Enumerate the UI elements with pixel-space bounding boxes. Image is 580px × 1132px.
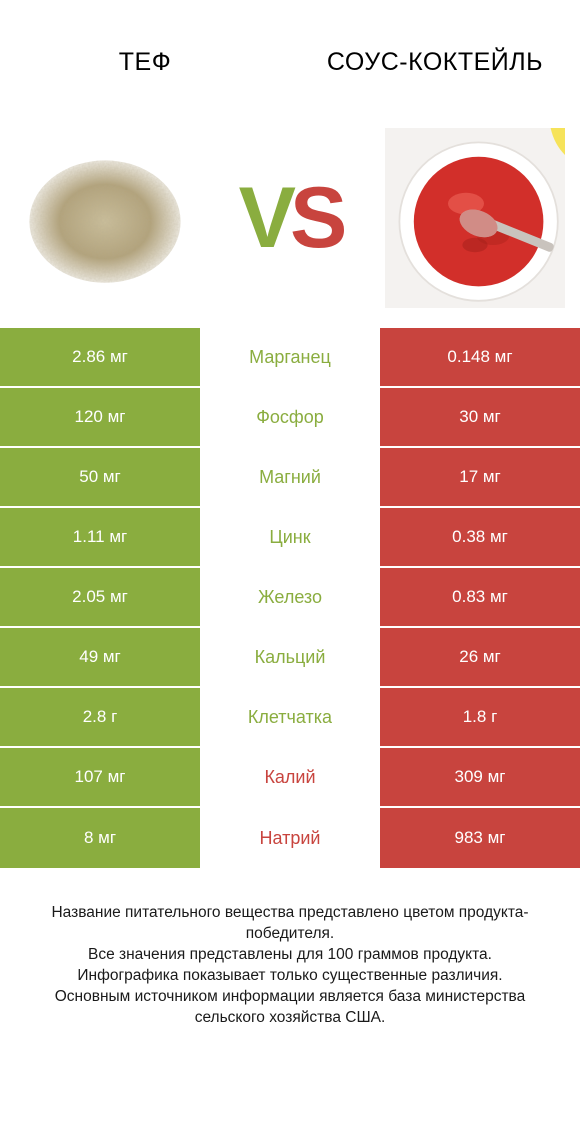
right-product-title: СОУС-КОКТЕЙЛЬ: [290, 18, 580, 108]
table-row: 2.8 гКлетчатка1.8 г: [0, 688, 580, 748]
left-value: 1.11 мг: [0, 508, 200, 566]
nutrient-label: Натрий: [200, 808, 380, 868]
nutrient-label: Клетчатка: [200, 688, 380, 746]
right-value: 983 мг: [380, 808, 580, 868]
vs-v: V: [239, 169, 290, 268]
table-row: 2.86 мгМарганец0.148 мг: [0, 328, 580, 388]
left-value: 2.86 мг: [0, 328, 200, 386]
left-value: 2.8 г: [0, 688, 200, 746]
vs-label: VS: [239, 169, 342, 268]
right-value: 309 мг: [380, 748, 580, 806]
table-row: 120 мгФосфор30 мг: [0, 388, 580, 448]
left-product-title: ТЕФ: [0, 18, 290, 108]
footer-line: Инфографика показывает только существенн…: [20, 966, 560, 987]
left-value: 50 мг: [0, 448, 200, 506]
nutrient-label: Марганец: [200, 328, 380, 386]
table-row: 50 мгМагний17 мг: [0, 448, 580, 508]
right-value: 30 мг: [380, 388, 580, 446]
comparison-table: 2.86 мгМарганец0.148 мг120 мгФосфор30 мг…: [0, 328, 580, 868]
nutrient-label: Калий: [200, 748, 380, 806]
nutrient-label: Магний: [200, 448, 380, 506]
vs-s: S: [290, 169, 341, 268]
nutrient-label: Кальций: [200, 628, 380, 686]
left-value: 107 мг: [0, 748, 200, 806]
footer-notes: Название питательного вещества представл…: [0, 868, 580, 1029]
table-row: 49 мгКальций26 мг: [0, 628, 580, 688]
footer-line: Все значения представлены для 100 граммо…: [20, 945, 560, 966]
table-row: 8 мгНатрий983 мг: [0, 808, 580, 868]
footer-line: Основным источником информации является …: [20, 987, 560, 1029]
right-value: 1.8 г: [380, 688, 580, 746]
nutrient-label: Железо: [200, 568, 380, 626]
nutrient-label: Цинк: [200, 508, 380, 566]
right-value: 0.38 мг: [380, 508, 580, 566]
right-value: 17 мг: [380, 448, 580, 506]
right-product-image: [380, 123, 570, 313]
right-value: 0.148 мг: [380, 328, 580, 386]
nutrient-label: Фосфор: [200, 388, 380, 446]
left-value: 120 мг: [0, 388, 200, 446]
right-value: 26 мг: [380, 628, 580, 686]
right-value: 0.83 мг: [380, 568, 580, 626]
left-value: 2.05 мг: [0, 568, 200, 626]
table-row: 2.05 мгЖелезо0.83 мг: [0, 568, 580, 628]
left-product-image: [10, 123, 200, 313]
left-value: 49 мг: [0, 628, 200, 686]
table-row: 1.11 мгЦинк0.38 мг: [0, 508, 580, 568]
left-value: 8 мг: [0, 808, 200, 868]
footer-line: Название питательного вещества представл…: [20, 903, 560, 945]
table-row: 107 мгКалий309 мг: [0, 748, 580, 808]
